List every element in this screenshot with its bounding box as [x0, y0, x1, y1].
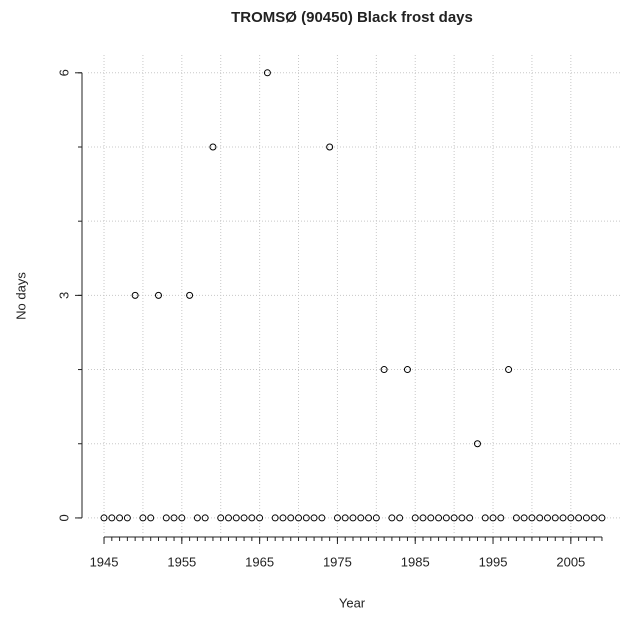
point — [178, 514, 186, 522]
point — [427, 514, 435, 522]
point — [466, 514, 474, 522]
point — [403, 366, 411, 374]
point — [372, 514, 380, 522]
point — [528, 514, 536, 522]
point — [100, 514, 108, 522]
x-axis-label: Year — [339, 595, 366, 610]
point — [559, 514, 567, 522]
y-tick-label: 6 — [56, 69, 71, 76]
point — [349, 514, 357, 522]
point — [186, 291, 194, 299]
point — [590, 514, 598, 522]
x-tick-label: 1965 — [245, 554, 274, 569]
point — [201, 514, 209, 522]
point — [154, 291, 162, 299]
point — [505, 366, 513, 374]
point — [302, 514, 310, 522]
point — [473, 440, 481, 448]
point — [217, 514, 225, 522]
point — [193, 514, 201, 522]
point — [310, 514, 318, 522]
point — [108, 514, 116, 522]
chart-title: TROMSØ (90450) Black frost days — [231, 9, 473, 26]
point — [442, 514, 450, 522]
point — [341, 514, 349, 522]
point — [520, 514, 528, 522]
point — [287, 514, 295, 522]
point — [240, 514, 248, 522]
point — [497, 514, 505, 522]
point — [333, 514, 341, 522]
y-tick-label: 3 — [56, 292, 71, 299]
point — [481, 514, 489, 522]
point — [536, 514, 544, 522]
point — [170, 514, 178, 522]
point — [139, 514, 147, 522]
x-tick-label: 1945 — [90, 554, 119, 569]
point — [575, 514, 583, 522]
point — [396, 514, 404, 522]
point — [489, 514, 497, 522]
point — [512, 514, 520, 522]
point — [411, 514, 419, 522]
point — [458, 514, 466, 522]
point — [388, 514, 396, 522]
point — [326, 143, 334, 151]
point — [435, 514, 443, 522]
x-tick-label: 1985 — [401, 554, 430, 569]
point — [147, 514, 155, 522]
point — [567, 514, 575, 522]
point — [209, 143, 217, 151]
point — [318, 514, 326, 522]
y-tick-label: 0 — [56, 514, 71, 521]
point — [162, 514, 170, 522]
point — [225, 514, 233, 522]
point — [248, 514, 256, 522]
point — [263, 69, 271, 77]
point — [598, 514, 606, 522]
point — [450, 514, 458, 522]
point — [256, 514, 264, 522]
point — [543, 514, 551, 522]
x-tick-label: 2005 — [556, 554, 585, 569]
point — [279, 514, 287, 522]
point — [582, 514, 590, 522]
y-axis-label: No days — [13, 272, 28, 320]
x-tick-label: 1995 — [479, 554, 508, 569]
point — [357, 514, 365, 522]
x-tick-label: 1955 — [167, 554, 196, 569]
point — [271, 514, 279, 522]
point — [131, 291, 139, 299]
point — [551, 514, 559, 522]
x-tick-label: 1975 — [323, 554, 352, 569]
point — [295, 514, 303, 522]
point — [419, 514, 427, 522]
point — [123, 514, 131, 522]
point — [116, 514, 124, 522]
point — [232, 514, 240, 522]
point — [365, 514, 373, 522]
point — [380, 366, 388, 374]
